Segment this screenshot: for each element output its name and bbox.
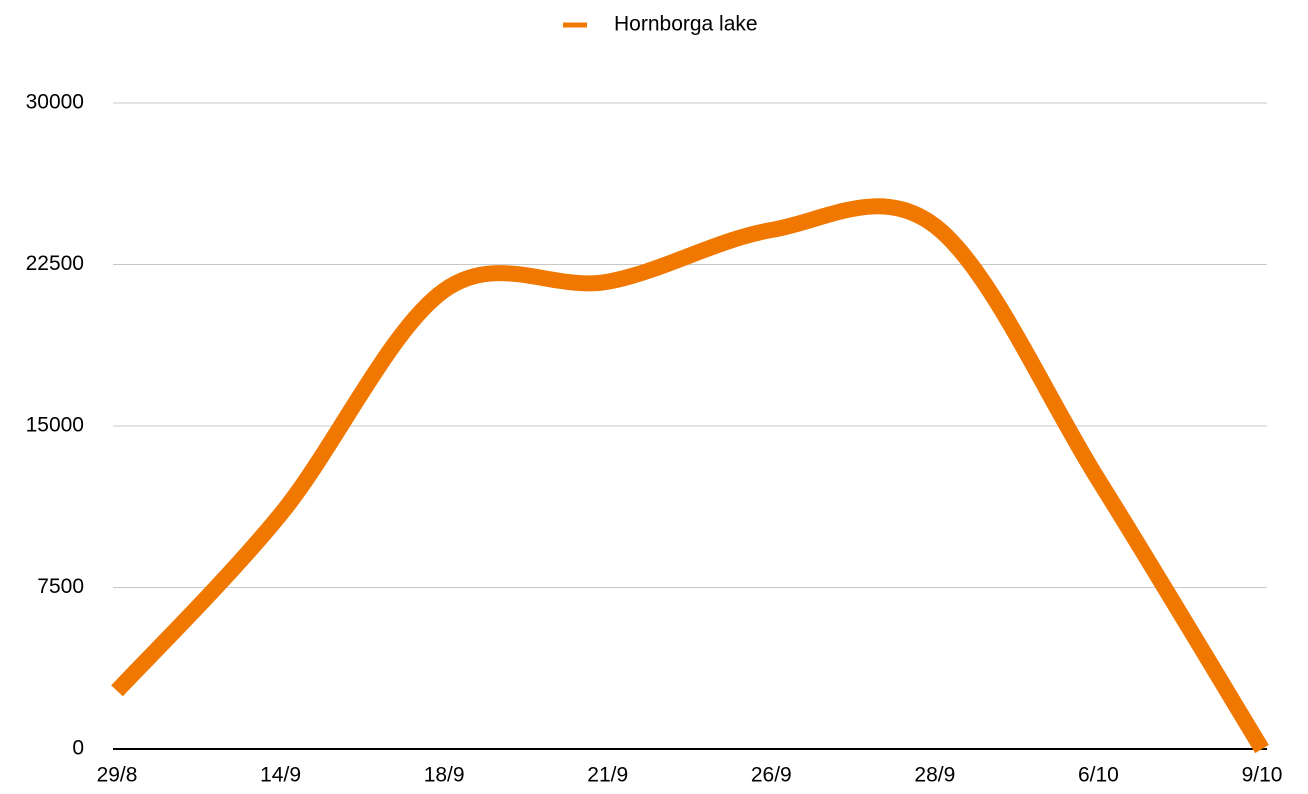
- x-tick-label: 18/9: [424, 764, 465, 787]
- y-tick-label: 22500: [26, 252, 84, 275]
- y-tick-label: 7500: [37, 575, 84, 598]
- y-tick-label: 30000: [26, 91, 84, 114]
- x-tick-label: 29/8: [97, 764, 138, 787]
- x-tick-label: 28/9: [914, 764, 955, 787]
- x-tick-label: 9/10: [1242, 764, 1283, 787]
- legend-label: Hornborga lake: [614, 13, 758, 36]
- x-tick-label: 26/9: [751, 764, 792, 787]
- x-tick-label: 21/9: [587, 764, 628, 787]
- x-tick-label: 6/10: [1078, 764, 1119, 787]
- y-tick-label: 0: [72, 737, 84, 760]
- x-tick-label: 14/9: [260, 764, 301, 787]
- data-line: [111, 198, 1269, 754]
- y-tick-label: 15000: [26, 414, 84, 437]
